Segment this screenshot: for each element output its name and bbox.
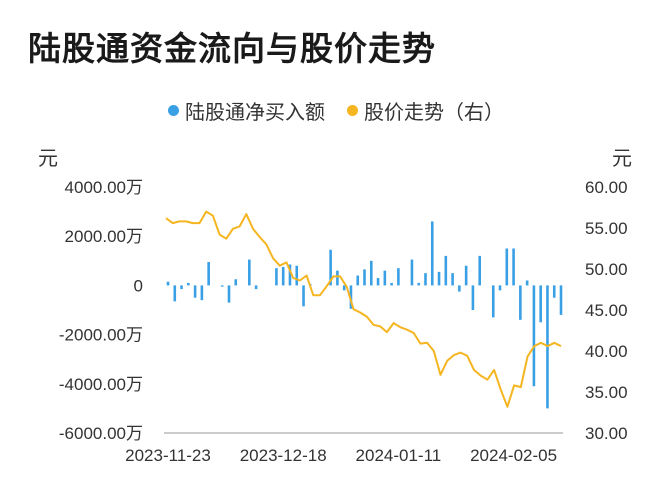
net-buy-bar xyxy=(458,285,461,292)
net-buy-bar xyxy=(552,285,556,298)
net-buy-bar xyxy=(505,248,509,286)
legend-label-net-buy: 陆股通净买入额 xyxy=(185,102,325,124)
net-buy-bar xyxy=(329,249,332,286)
net-buy-bar xyxy=(234,279,238,286)
net-buy-bar xyxy=(336,270,339,286)
net-buy-bar xyxy=(187,282,190,286)
net-buy-bar xyxy=(491,285,495,318)
net-buy-bar xyxy=(539,285,542,323)
right-axis-tick-label: 35.00 xyxy=(585,383,628,402)
net-buy-bar xyxy=(173,285,177,302)
net-buy-bar xyxy=(390,282,393,286)
net-buy-bar xyxy=(356,275,360,286)
net-buy-bar xyxy=(430,221,434,286)
net-buy-bar xyxy=(471,285,475,310)
legend-label-price: 股价走势（右） xyxy=(364,102,504,124)
net-buy-bar xyxy=(397,268,400,286)
right-axis-tick-label: 50.00 xyxy=(585,260,628,279)
net-buy-bar xyxy=(281,266,285,286)
x-axis-tick-label: 2024-01-11 xyxy=(356,446,442,465)
legend-item-net-buy[interactable]: 陆股通净买入额 xyxy=(168,96,325,125)
x-axis-tick-label: 2024-02-05 xyxy=(470,446,557,465)
right-axis-tick-label: 40.00 xyxy=(585,342,628,361)
net-buy-bar xyxy=(525,280,529,286)
net-buy-bar xyxy=(437,271,441,286)
net-buy-bar xyxy=(275,268,278,286)
left-axis-tick-label: -6000.00万 xyxy=(59,424,143,443)
net-buy-bar xyxy=(349,285,353,309)
right-axis-unit: 元 xyxy=(612,148,632,170)
net-buy-bar xyxy=(410,259,414,286)
net-buy-bar xyxy=(532,285,536,387)
net-buy-bar xyxy=(207,262,210,286)
right-axis-tick-label: 30.00 xyxy=(585,424,628,443)
net-buy-bar xyxy=(498,285,502,291)
net-buy-bar xyxy=(288,264,292,286)
net-buy-bar xyxy=(478,255,482,286)
x-axis-tick-label: 2023-12-18 xyxy=(240,446,327,465)
left-axis-tick-label: 4000.00万 xyxy=(65,178,143,197)
net-buy-bar xyxy=(295,265,299,286)
left-axis-tick-label: -2000.00万 xyxy=(59,326,143,345)
left-axis-tick-label: -4000.00万 xyxy=(59,375,143,394)
legend-item-price[interactable]: 股价走势（右） xyxy=(347,96,504,125)
net-buy-bar xyxy=(220,285,224,287)
net-buy-bar xyxy=(376,278,380,286)
price-line xyxy=(165,210,562,408)
x-axis-tick-label: 2023-11-23 xyxy=(125,446,211,465)
net-buy-bar xyxy=(363,269,366,286)
left-axis-tick-label: 2000.00万 xyxy=(65,227,143,246)
net-buy-bar xyxy=(248,259,251,286)
left-axis-tick-label: 0 xyxy=(134,276,143,295)
net-buy-bar xyxy=(302,285,305,307)
net-buy-bar xyxy=(193,285,197,298)
net-buy-bar xyxy=(559,285,563,315)
right-axis-tick-label: 45.00 xyxy=(585,301,628,320)
legend-marker-net-buy xyxy=(168,105,179,116)
net-buy-bar xyxy=(227,285,231,303)
net-buy-bar xyxy=(444,255,448,286)
net-buy-bar xyxy=(342,285,346,291)
net-buy-bar xyxy=(369,260,373,286)
net-buy-bar xyxy=(512,248,515,286)
net-buy-bar xyxy=(166,281,170,286)
net-buy-bar xyxy=(519,285,522,320)
right-axis-tick-label: 55.00 xyxy=(585,219,628,238)
chart-legend: 陆股通净买入额 股价走势（右） xyxy=(0,96,672,125)
left-axis-unit: 元 xyxy=(38,148,58,170)
net-buy-bar xyxy=(200,285,204,301)
net-buy-bar xyxy=(424,273,427,286)
net-buy-bar xyxy=(451,273,454,286)
net-buy-bar xyxy=(254,285,258,290)
net-buy-bar xyxy=(417,282,421,286)
page-title: 陆股通资金流向与股价走势 xyxy=(28,30,436,67)
net-buy-bar xyxy=(464,265,468,286)
legend-marker-price xyxy=(347,105,358,116)
net-buy-bar xyxy=(180,285,183,290)
net-buy-bar xyxy=(383,270,387,286)
right-axis-tick-label: 60.00 xyxy=(585,178,628,197)
